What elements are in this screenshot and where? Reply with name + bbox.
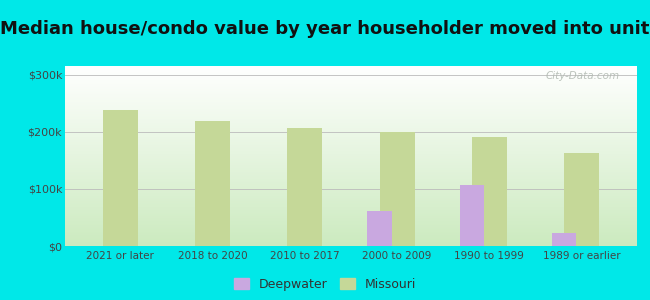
Bar	[195, 122, 230, 246]
Bar	[103, 110, 138, 246]
Bar	[472, 137, 507, 246]
Text: Median house/condo value by year householder moved into unit: Median house/condo value by year househo…	[0, 20, 650, 38]
Bar	[460, 185, 484, 246]
Bar	[564, 153, 599, 246]
Bar	[287, 128, 322, 246]
Bar	[380, 132, 415, 246]
Bar	[552, 233, 577, 246]
Text: City-Data.com: City-Data.com	[546, 71, 620, 81]
Bar	[367, 211, 392, 246]
Legend: Deepwater, Missouri: Deepwater, Missouri	[234, 278, 416, 291]
